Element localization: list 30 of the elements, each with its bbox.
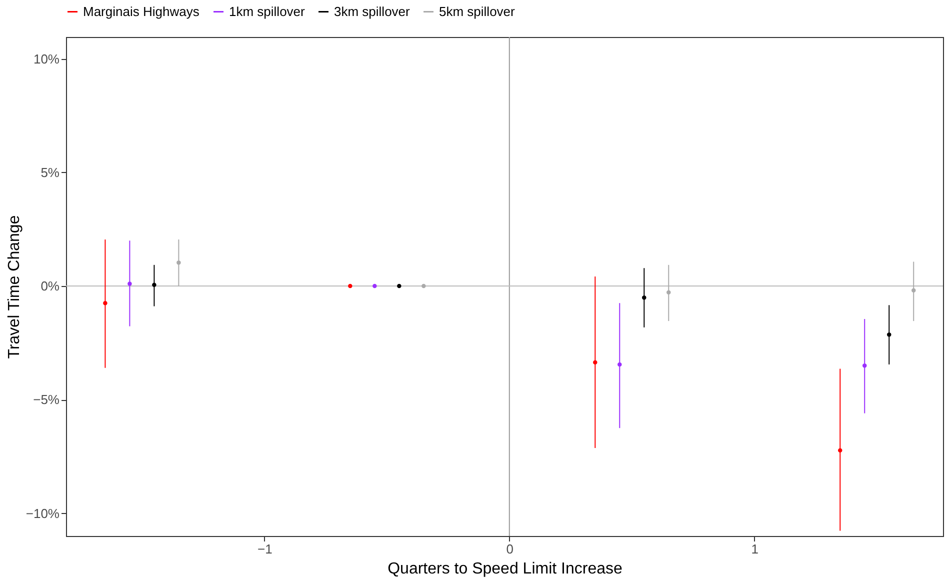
y-tick-label: 0% bbox=[40, 278, 60, 294]
legend-label: 1km spillover bbox=[229, 4, 306, 19]
point bbox=[397, 284, 402, 288]
x-tick-label: 0 bbox=[506, 542, 514, 556]
point bbox=[176, 260, 181, 265]
y-tick-label: −5% bbox=[33, 392, 60, 408]
x-tick-label: −1 bbox=[258, 542, 272, 556]
point bbox=[593, 360, 598, 365]
point bbox=[128, 282, 132, 286]
point bbox=[642, 296, 646, 300]
point bbox=[348, 284, 352, 288]
legend-label: 3km spillover bbox=[334, 4, 411, 19]
point bbox=[152, 282, 156, 288]
point bbox=[372, 284, 377, 288]
point bbox=[838, 448, 842, 452]
y-tick-label: 10% bbox=[33, 51, 60, 66]
point bbox=[666, 290, 671, 295]
y-tick-label: 5% bbox=[40, 164, 60, 180]
x-tick-label: 1 bbox=[751, 542, 758, 556]
point bbox=[862, 363, 867, 368]
y-tick-label: −10% bbox=[26, 506, 60, 521]
point bbox=[422, 284, 426, 288]
x-axis-title: Quarters to Speed Limit Increase bbox=[388, 560, 622, 578]
legend-label: Marginais Highways bbox=[83, 4, 200, 19]
point bbox=[886, 332, 892, 337]
point bbox=[103, 300, 108, 306]
point bbox=[618, 362, 622, 367]
legend-label: 5km spillover bbox=[439, 4, 516, 19]
y-axis-title: Travel Time Change bbox=[6, 215, 23, 359]
point bbox=[911, 288, 916, 292]
